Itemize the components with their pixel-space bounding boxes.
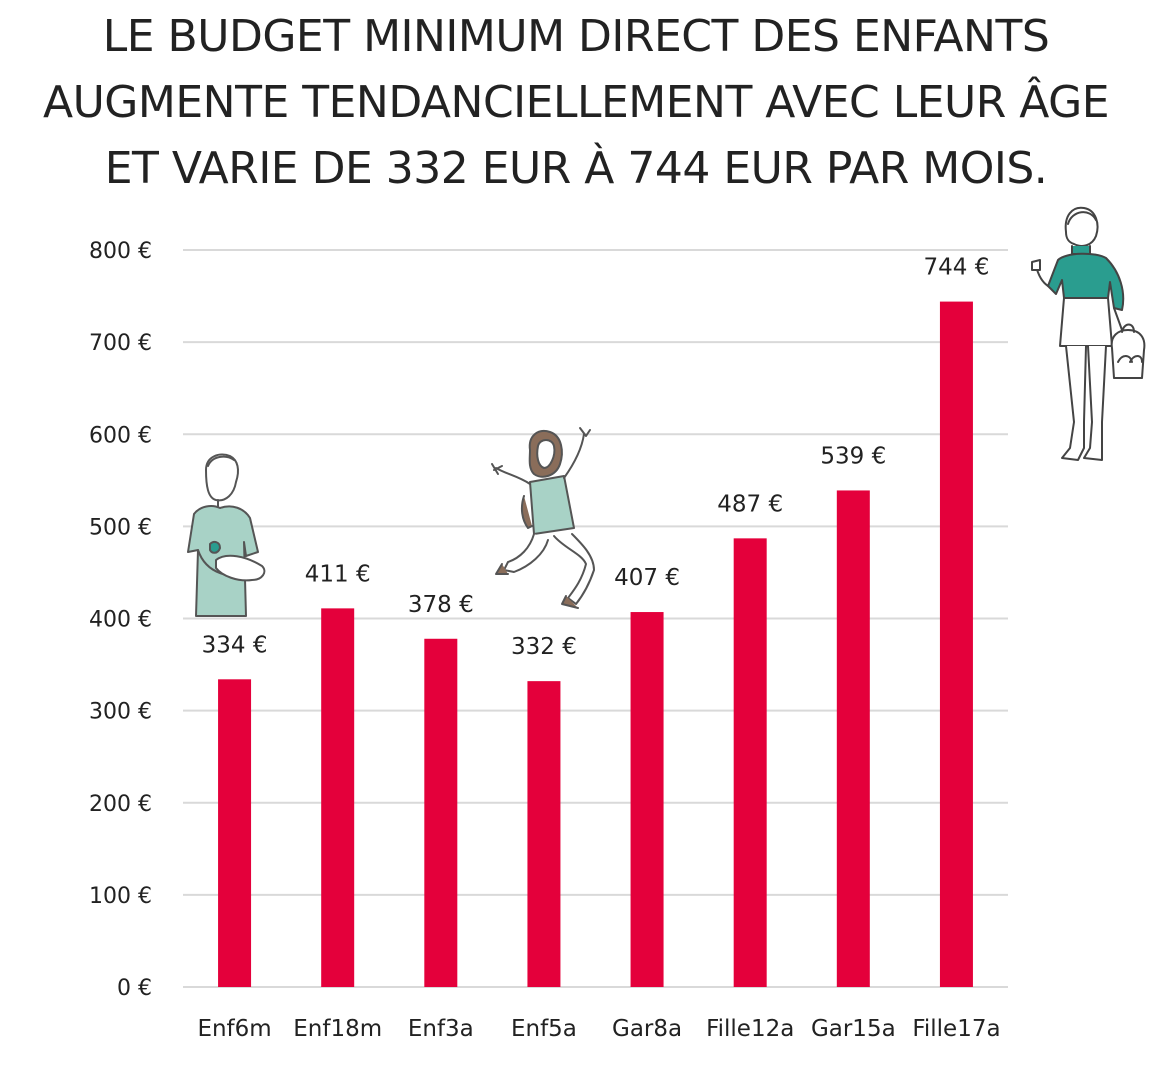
y-tick-label: 600 €	[89, 423, 152, 448]
data-label: 487 €	[717, 491, 783, 517]
x-category-label: Enf18m	[293, 1016, 382, 1042]
chart-title-line-1: LE BUDGET MINIMUM DIRECT DES ENFANTS	[102, 11, 1050, 62]
bar	[218, 679, 252, 987]
x-category-label: Fille12a	[706, 1016, 794, 1042]
data-label: 378 €	[408, 592, 474, 618]
y-tick-label: 300 €	[89, 700, 152, 725]
y-tick-label: 700 €	[89, 331, 152, 356]
x-category-label: Enf5a	[511, 1016, 577, 1042]
bar	[321, 608, 355, 987]
data-label: 332 €	[511, 634, 577, 660]
x-category-label: Gar15a	[811, 1016, 896, 1042]
y-tick-label: 100 €	[89, 884, 152, 909]
man-holding-baby-icon	[187, 453, 266, 617]
x-category-label: Enf3a	[408, 1016, 474, 1042]
bar	[836, 490, 870, 987]
y-tick-label: 200 €	[89, 792, 152, 817]
teenage-girl-icon	[1031, 206, 1146, 461]
bar	[424, 638, 458, 987]
data-label: 539 €	[820, 443, 886, 469]
chart-title-line-2: AUGMENTE TENDANCIELLEMENT AVEC LEUR ÂGE	[42, 77, 1110, 128]
bars	[218, 301, 973, 988]
bar	[527, 681, 561, 987]
chart-title: LE BUDGET MINIMUM DIRECT DES ENFANTS AUG…	[0, 4, 1152, 202]
bar	[939, 301, 973, 988]
data-label: 334 €	[202, 632, 268, 658]
chart-title-line-3: ET VARIE DE 332 EUR À 744 EUR PAR MOIS.	[104, 143, 1048, 194]
x-category-label: Fille17a	[912, 1016, 1000, 1042]
jumping-child-icon	[491, 427, 595, 609]
x-category-label: Gar8a	[612, 1016, 682, 1042]
data-label: 411 €	[305, 561, 371, 587]
data-label: 744 €	[924, 255, 990, 281]
x-category-label: Enf6m	[197, 1016, 271, 1042]
data-label: 407 €	[614, 565, 680, 591]
bar	[733, 538, 767, 987]
y-tick-label: 400 €	[89, 608, 152, 633]
gridlines	[183, 249, 1008, 988]
bar	[630, 612, 664, 987]
y-tick-label: 500 €	[89, 515, 152, 540]
y-axis-tick-labels: 0 € 100 € 200 € 300 € 400 € 500 € 600 € 700 € 80…	[89, 239, 152, 1001]
y-tick-label: 800 €	[89, 239, 152, 264]
data-labels: 334 € 411 € 378 € 332 € 407 € 487 € 539 € 744 €	[202, 255, 990, 661]
x-axis-category-labels: Enf6m Enf18m Enf3a Enf5a Gar8a Fille12a Gar15a…	[197, 1016, 1000, 1042]
y-tick-label: 0 €	[117, 976, 152, 1001]
